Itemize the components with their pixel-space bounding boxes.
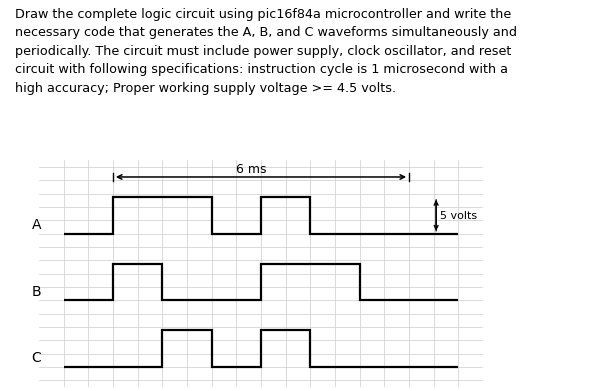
Text: C: C xyxy=(32,351,41,365)
Text: B: B xyxy=(32,285,41,299)
Text: 6 ms: 6 ms xyxy=(236,163,266,176)
Text: Draw the complete logic circuit using pic16f84a microcontroller and write the
ne: Draw the complete logic circuit using pi… xyxy=(15,8,517,95)
Text: 5 volts: 5 volts xyxy=(440,211,477,221)
Text: A: A xyxy=(32,218,41,232)
